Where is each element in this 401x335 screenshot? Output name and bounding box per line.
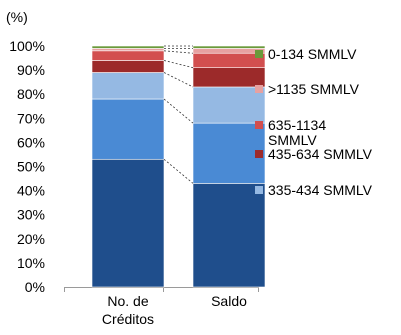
legend-swatch xyxy=(255,50,263,58)
y-tick-label: 90% xyxy=(17,62,45,78)
bar-segment xyxy=(91,60,165,73)
series-connector-line xyxy=(163,72,194,88)
bar-segment xyxy=(192,67,266,88)
bar-segment xyxy=(91,45,165,49)
legend-label: 335-434 SMMLV xyxy=(268,182,373,198)
y-tick-label: 20% xyxy=(17,231,45,247)
series-connector-line xyxy=(163,60,194,69)
legend-swatch xyxy=(255,186,263,194)
y-tick-label: 70% xyxy=(17,110,45,126)
legend-swatch xyxy=(255,150,263,158)
legend-label: 0-134 SMMLV xyxy=(268,46,357,62)
y-tick-label: 60% xyxy=(17,134,45,150)
y-tick-label: 80% xyxy=(17,86,45,102)
category-label: No. de Créditos xyxy=(102,293,154,327)
bar-segment xyxy=(91,72,165,100)
category-label: Saldo xyxy=(211,293,247,309)
bar-segment xyxy=(91,98,165,160)
bar-segment xyxy=(192,183,266,288)
legend-swatch xyxy=(255,121,263,129)
bar-segment xyxy=(91,50,165,61)
bar-segment xyxy=(192,48,266,54)
y-tick-label: 10% xyxy=(17,255,45,271)
bar-segment xyxy=(91,158,165,288)
legend-label: >1135 SMMLV xyxy=(268,81,360,97)
bar-segment xyxy=(192,52,266,68)
bar-segment xyxy=(192,45,266,49)
legend-swatch xyxy=(255,85,263,93)
y-tick-label: 50% xyxy=(17,159,45,175)
y-tick-label: 40% xyxy=(17,183,45,199)
series-connector-line xyxy=(163,50,194,54)
legend-label: 435-634 SMMLV xyxy=(268,146,373,162)
bar-segment xyxy=(192,86,266,124)
y-tick-label: 30% xyxy=(17,207,45,223)
y-tick-label: 0% xyxy=(25,279,45,295)
series-connector-line xyxy=(163,158,194,184)
y-axis-unit-label: (%) xyxy=(6,9,28,25)
bar-segment xyxy=(192,122,266,184)
y-tick-label: 100% xyxy=(9,38,45,54)
bar-segment xyxy=(91,48,165,52)
series-connector-line xyxy=(163,98,194,124)
legend-label: 635-1134 SMMLV xyxy=(268,117,326,148)
